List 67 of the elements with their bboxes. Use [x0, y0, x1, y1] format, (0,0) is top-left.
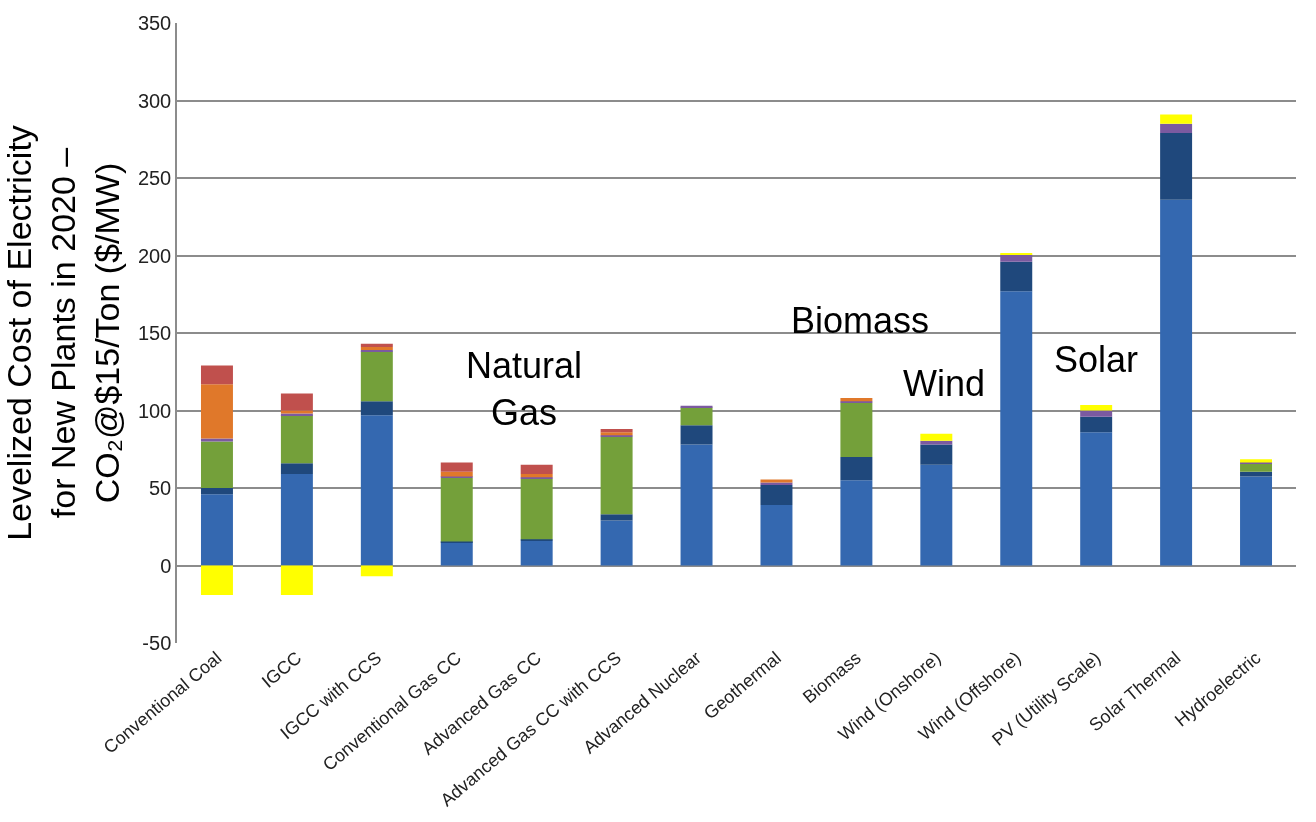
bar: [920, 464, 953, 566]
bar: [680, 444, 713, 566]
bar: [360, 343, 393, 347]
bar: [760, 484, 793, 506]
y-tick-label: 250: [137, 167, 172, 189]
bar: [600, 514, 633, 521]
y-tick-label: 50: [149, 477, 172, 499]
annotation: Wind: [903, 363, 986, 404]
bar: [360, 351, 393, 402]
y-tick-label: 350: [137, 12, 172, 34]
y-tick-label: -50: [142, 632, 172, 654]
bar: [1080, 416, 1113, 433]
bar: [200, 438, 233, 442]
bar: [280, 463, 313, 475]
y-tick-label: 150: [137, 322, 172, 344]
bar: [280, 474, 313, 566]
bar: [1160, 133, 1193, 200]
bar: [920, 433, 953, 441]
bar: [1240, 463, 1273, 472]
bar: [200, 384, 233, 439]
bar: [840, 457, 873, 481]
bar: [600, 520, 633, 566]
bar: [600, 436, 633, 515]
annotation: Biomass: [791, 300, 930, 341]
y-tick-label: 300: [137, 89, 172, 112]
bar: [1160, 114, 1193, 124]
bar: [360, 415, 393, 566]
bar: [680, 407, 713, 426]
bar: [1000, 291, 1033, 566]
bar: [280, 565, 313, 595]
bar: [1160, 199, 1193, 566]
bar: [1240, 476, 1273, 566]
bar: [440, 542, 473, 566]
bar: [1160, 123, 1193, 134]
bar: [200, 565, 233, 595]
bar: [1080, 405, 1113, 411]
y-tick-label: 0: [160, 554, 172, 577]
annotation: Solar: [1054, 339, 1139, 380]
bar: [840, 480, 873, 566]
bar: [920, 444, 953, 465]
bar: [1000, 261, 1033, 292]
bar: [1000, 254, 1033, 262]
bar: [520, 478, 553, 540]
annotation: Natural Gas: [466, 345, 583, 433]
bar: [440, 462, 473, 472]
bar: [680, 405, 713, 408]
bar: [200, 365, 233, 385]
bar: [680, 425, 713, 445]
bar: [200, 494, 233, 566]
bar: [360, 565, 393, 577]
bar: [1080, 432, 1113, 566]
bar: [280, 393, 313, 411]
bar: [520, 464, 553, 475]
y-tick-label: 200: [137, 244, 172, 267]
bar: [360, 401, 393, 416]
bar: [760, 505, 793, 566]
bar: [440, 477, 473, 542]
bar: [200, 441, 233, 488]
y-tick-label: 100: [137, 399, 172, 422]
bar: [280, 415, 313, 464]
bar: [360, 346, 393, 351]
y-axis-title: Levelized Cost of Electricity for New Plants in 2020 – CO₂@$15/Ton ($/MW): [0, 125, 127, 541]
bar: [920, 440, 953, 445]
bar: [840, 402, 873, 457]
bar: [1080, 410, 1113, 417]
bar: [200, 488, 233, 495]
bar: [520, 540, 553, 566]
